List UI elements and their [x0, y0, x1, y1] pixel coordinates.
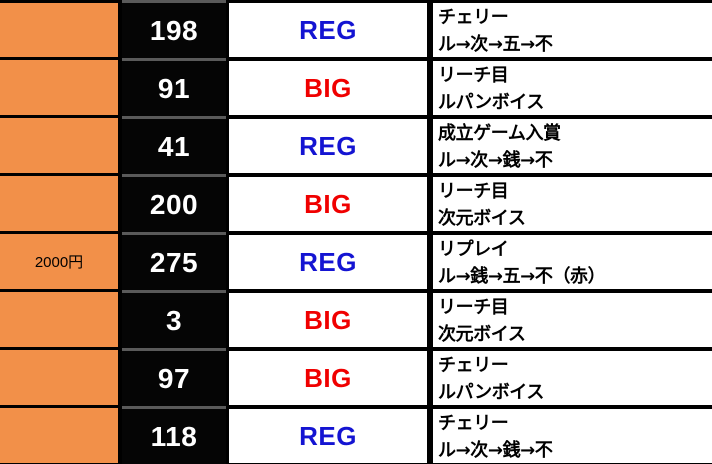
note-line-2: ル→次→五→不	[438, 33, 553, 55]
column-gap	[226, 174, 229, 232]
table-row: 3 BIG リーチ目 次元ボイス	[0, 290, 712, 348]
note-cell: リーチ目 ルパンボイス	[427, 58, 712, 116]
column-gap	[226, 290, 229, 348]
amount-cell	[0, 174, 118, 232]
column-gap	[226, 116, 229, 174]
bonus-type-cell: REG	[229, 232, 427, 290]
note-line-1: リーチ目	[438, 180, 509, 202]
note-line-2: 次元ボイス	[438, 323, 526, 345]
bonus-type-cell: REG	[229, 116, 427, 174]
note-line-1: 成立ゲーム入賞	[438, 122, 561, 144]
table-row: 118 REG チェリー ル→次→銭→不	[0, 406, 712, 464]
games-count-cell: 41	[122, 116, 226, 174]
games-count-cell: 200	[122, 174, 226, 232]
column-gap	[118, 290, 122, 348]
amount-cell: 2000円	[0, 232, 118, 290]
note-line-2: ル→次→銭→不	[438, 149, 553, 171]
games-count-cell: 118	[122, 406, 226, 464]
table-row: 198 REG チェリー ル→次→五→不	[0, 0, 712, 58]
note-line-2: ル→銭→五→不（赤）	[438, 265, 606, 287]
column-gap	[226, 232, 229, 290]
table-row: 41 REG 成立ゲーム入賞 ル→次→銭→不	[0, 116, 712, 174]
note-line-1: リーチ目	[438, 296, 509, 318]
note-line-2: 次元ボイス	[438, 207, 526, 229]
note-cell: チェリー ル→次→五→不	[427, 0, 712, 58]
column-gap	[226, 406, 229, 464]
bonus-type-cell: BIG	[229, 58, 427, 116]
column-gap	[118, 58, 122, 116]
games-count-cell: 198	[122, 0, 226, 58]
table-row: 200 BIG リーチ目 次元ボイス	[0, 174, 712, 232]
column-gap	[118, 116, 122, 174]
note-cell: チェリー ル→次→銭→不	[427, 406, 712, 464]
table-row: 91 BIG リーチ目 ルパンボイス	[0, 58, 712, 116]
note-line-1: リプレイ	[438, 238, 509, 260]
bonus-type-cell: REG	[229, 0, 427, 58]
bonus-type-cell: REG	[229, 406, 427, 464]
column-gap	[118, 348, 122, 406]
column-gap	[226, 0, 229, 58]
amount-cell	[0, 0, 118, 58]
bonus-type-cell: BIG	[229, 290, 427, 348]
note-line-1: リーチ目	[438, 64, 509, 86]
column-gap	[118, 232, 122, 290]
column-gap	[226, 348, 229, 406]
column-gap	[118, 174, 122, 232]
note-cell: リーチ目 次元ボイス	[427, 290, 712, 348]
note-line-2: ル→次→銭→不	[438, 439, 553, 461]
amount-cell	[0, 58, 118, 116]
bonus-type-cell: BIG	[229, 348, 427, 406]
note-cell: リーチ目 次元ボイス	[427, 174, 712, 232]
column-gap	[226, 58, 229, 116]
games-count-cell: 91	[122, 58, 226, 116]
note-cell: チェリー ルパンボイス	[427, 348, 712, 406]
games-count-cell: 97	[122, 348, 226, 406]
table-row: 97 BIG チェリー ルパンボイス	[0, 348, 712, 406]
table-row: 2000円 275 REG リプレイ ル→銭→五→不（赤）	[0, 232, 712, 290]
note-line-2: ルパンボイス	[438, 91, 544, 113]
column-gap	[118, 406, 122, 464]
note-cell: 成立ゲーム入賞 ル→次→銭→不	[427, 116, 712, 174]
amount-cell	[0, 116, 118, 174]
amount-cell	[0, 406, 118, 464]
games-count-cell: 275	[122, 232, 226, 290]
amount-cell	[0, 348, 118, 406]
note-line-1: チェリー	[438, 354, 509, 376]
bonus-type-cell: BIG	[229, 174, 427, 232]
games-count-cell: 3	[122, 290, 226, 348]
note-line-1: チェリー	[438, 412, 509, 434]
note-cell: リプレイ ル→銭→五→不（赤）	[427, 232, 712, 290]
column-gap	[118, 0, 122, 58]
amount-cell	[0, 290, 118, 348]
note-line-2: ルパンボイス	[438, 381, 544, 403]
note-line-1: チェリー	[438, 6, 509, 28]
